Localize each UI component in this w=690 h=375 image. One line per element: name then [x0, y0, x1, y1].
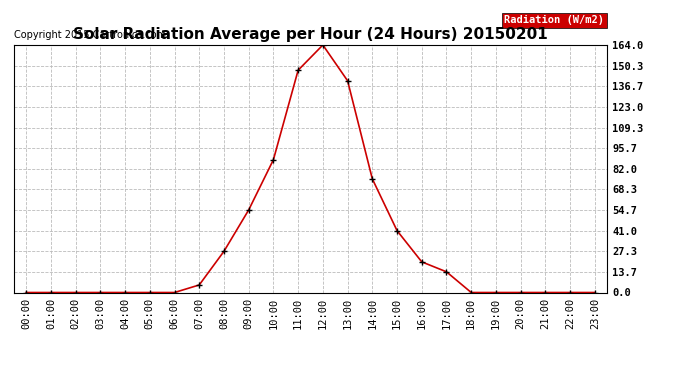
Text: Copyright 2015 Cartronics.com: Copyright 2015 Cartronics.com — [14, 30, 166, 40]
Title: Solar Radiation Average per Hour (24 Hours) 20150201: Solar Radiation Average per Hour (24 Hou… — [73, 27, 548, 42]
Text: Radiation (W/m2): Radiation (W/m2) — [504, 15, 604, 26]
